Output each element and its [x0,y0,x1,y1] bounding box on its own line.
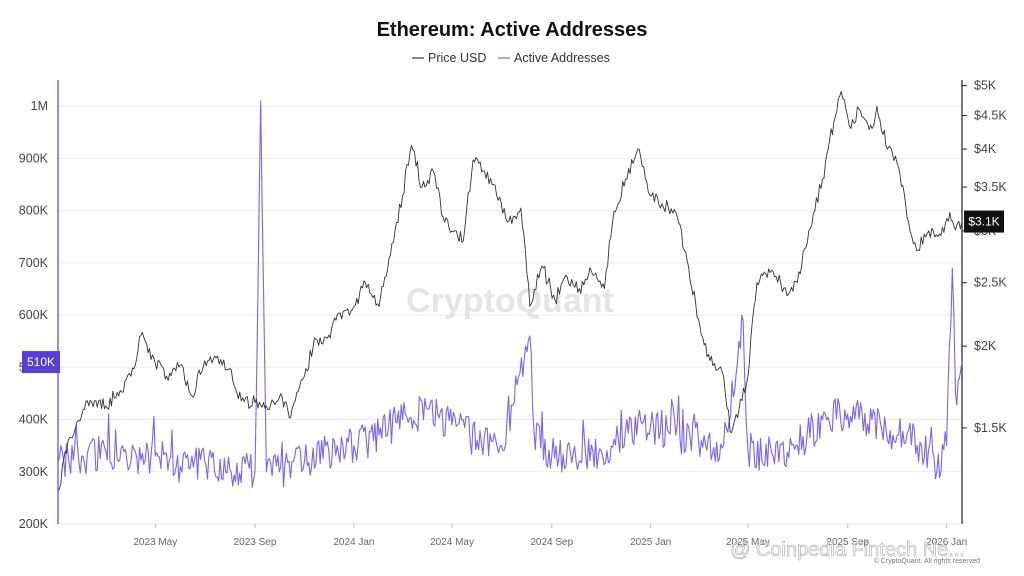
x-tick-label: 2024 Jan [333,537,374,548]
y-right-tick-label: $1.5K [974,421,1007,435]
watermark-text: CryptoQuant [406,282,614,320]
y-left-tick-label: 200K [19,517,49,531]
y-right-tick-label: $2K [974,339,997,353]
chart-title: Ethereum: Active Addresses [377,19,648,41]
y-left-tick-label: 800K [19,204,49,218]
x-tick-label: 2025 Sep [826,537,869,548]
x-tick-label: 2024 Sep [530,537,573,548]
legend-label-price[interactable]: Price USD [428,51,486,65]
overlay-watermark: @ Coinpedia Fintech Ne... [730,539,965,561]
series-price-line [57,90,963,492]
x-axis: 2023 May 2023 Sep 2024 Jan 2024 May 2024 Sep… [58,523,967,548]
x-tick-label: 2026 Jan [926,537,967,548]
badge-price-label: $3.1K [968,215,999,229]
y-right-tick-label: $4K [974,142,997,156]
legend-label-active-addresses[interactable]: Active Addresses [514,51,610,65]
badge-active-addresses [22,351,60,374]
y-left-tick-label: 400K [19,413,49,427]
x-tick-label: 2024 May [430,537,474,548]
copyright-text: © CryptoQuant. All rights reserved [874,557,980,565]
y-left-tick-label: 700K [19,256,49,270]
x-tick-label: 2025 Jan [630,537,671,548]
y-right-tick-label: $3.5K [974,180,1007,194]
legend: Price USD Active Addresses [412,51,610,65]
current-value-badges: 510K $3.1K [22,210,1004,374]
x-tick-label: 2025 May [726,537,770,548]
left-axis: 200K300K400K500K600K700K800K900K1M [19,99,49,531]
badge-price [964,210,1004,233]
y-left-tick-label: 1M [31,99,48,113]
watermark-layer: CryptoQuant [406,282,614,320]
x-tick-label: 2023 May [133,537,177,548]
y-right-tick-label: $5K [974,79,997,93]
y-left-tick-label: 900K [19,151,49,165]
y-left-tick-label: 600K [19,308,49,322]
x-tick-label: 2023 Sep [234,537,277,548]
y-right-tick-label: $2.5K [974,276,1007,290]
series-layer [57,80,963,524]
badge-active-addresses-label: 510K [27,355,55,369]
y-right-tick-label: $4.5K [974,109,1007,123]
y-left-tick-label: 300K [19,465,49,479]
right-axis: $1.5K$2K$2.5K$3K$3.5K$4K$4.5K$5K [961,79,1007,524]
series-active-addresses-line [57,100,963,488]
